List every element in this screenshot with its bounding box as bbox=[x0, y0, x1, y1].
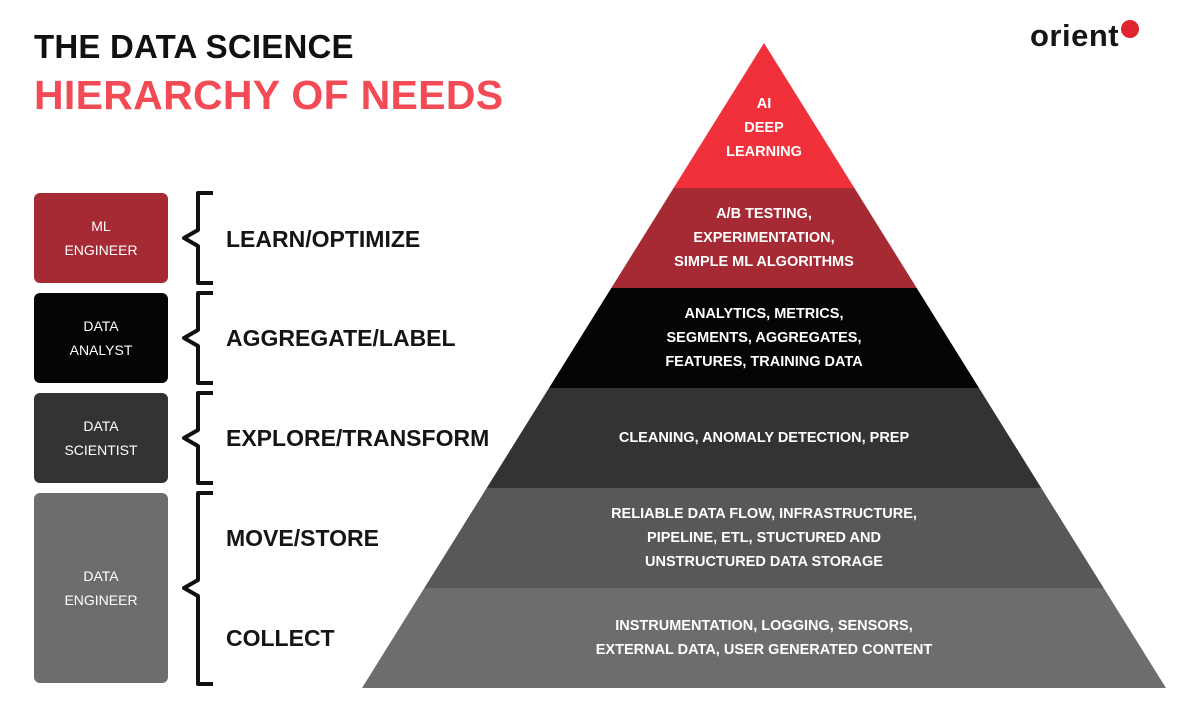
stage-collect: COLLECT bbox=[226, 625, 335, 651]
stage-move-store: MOVE/STORE bbox=[226, 525, 379, 551]
layer-analytics bbox=[549, 288, 979, 388]
role-data-engineer: DATA ENGINEER bbox=[34, 493, 168, 683]
logo-text: orient bbox=[1030, 18, 1120, 53]
layer-ai bbox=[673, 43, 855, 188]
brace-data-analyst bbox=[182, 291, 213, 385]
stage-learn-optimize: LEARN/OPTIMIZE bbox=[226, 226, 421, 252]
layer-cleaning bbox=[486, 388, 1042, 488]
orient-logo: orient bbox=[1030, 16, 1140, 56]
brace-data-engineer bbox=[182, 491, 213, 686]
layer-instrumentation-text: INSTRUMENTATION, LOGGING, SENSORS, EXTER… bbox=[595, 618, 933, 658]
role-data-scientist: DATA SCIENTIST bbox=[34, 393, 168, 483]
layer-instrumentation bbox=[362, 588, 1166, 688]
brace-ml-engineer bbox=[182, 191, 213, 285]
layer-data-flow-text: RELIABLE DATA FLOW, INFRASTRUCTURE, PIPE… bbox=[611, 506, 917, 570]
title-line-2: HIERARCHY OF NEEDS bbox=[34, 72, 504, 118]
title-line-1: THE DATA SCIENCE bbox=[34, 28, 354, 65]
layer-ab-testing-text: A/B TESTING, EXPERIMENTATION, SIMPLE ML … bbox=[674, 206, 854, 270]
layer-ai-text: AI DEEP LEARNING bbox=[726, 95, 802, 160]
role-data-analyst: DATA ANALYST bbox=[34, 293, 168, 383]
role-ml-engineer: ML ENGINEER bbox=[34, 193, 168, 283]
layer-data-flow bbox=[424, 488, 1104, 588]
layer-cleaning-text: CLEANING, ANOMALY DETECTION, PREP bbox=[618, 430, 910, 446]
logo-dot-icon bbox=[1121, 20, 1140, 38]
brace-data-scientist bbox=[182, 391, 213, 485]
stage-aggregate-label: AGGREGATE/LABEL bbox=[226, 325, 456, 351]
stage-explore-transform: EXPLORE/TRANSFORM bbox=[226, 425, 490, 451]
layer-analytics-text: ANALYTICS, METRICS, SEGMENTS, AGGREGATES… bbox=[665, 306, 863, 370]
layer-ab-testing bbox=[611, 188, 917, 288]
